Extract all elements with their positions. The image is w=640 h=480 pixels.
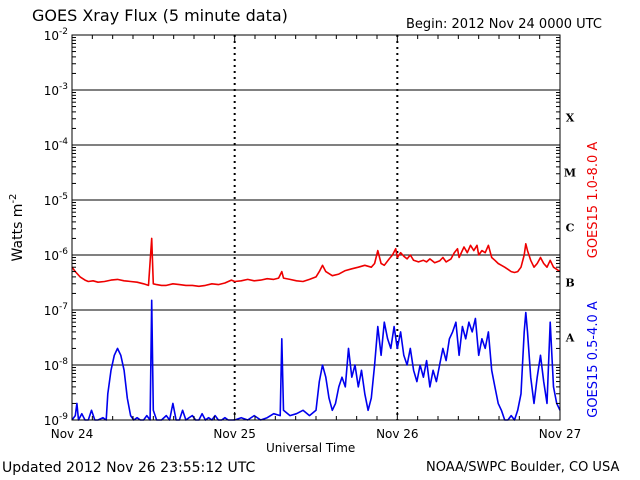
series-line-1 (71, 299, 561, 421)
x-tick-label: Nov 26 (376, 427, 419, 441)
x-tick-label: Nov 24 (51, 427, 94, 441)
y-tick-label: 10-5 (44, 192, 68, 208)
y-axis-label: Watts m-2 (8, 194, 26, 262)
credit-text: NOAA/SWPC Boulder, CO USA (426, 460, 620, 475)
legend-label-0: GOES15 1.0-8.0 A (586, 142, 601, 259)
x-axis-label: Universal Time (266, 441, 356, 455)
flare-class-label: M (564, 167, 576, 180)
plot-frame (71, 34, 561, 421)
y-tick-label: 10-7 (44, 302, 68, 318)
y-tick-label: 10-8 (44, 357, 69, 373)
begin-time: Begin: 2012 Nov 24 0000 UTC (406, 17, 602, 32)
y-tick-label: 10-6 (44, 247, 69, 263)
flare-class-label: C (566, 222, 575, 235)
y-tick-label: 10-4 (44, 137, 69, 153)
flare-class-label: A (565, 332, 575, 345)
series-line-0 (71, 237, 561, 288)
flare-class-label: X (566, 112, 575, 125)
chart-title: GOES Xray Flux (5 minute data) (32, 6, 288, 25)
legend-label-1: GOES15 0.5-4.0 A (586, 301, 601, 418)
updated-timestamp: Updated 2012 Nov 26 23:55:12 UTC (2, 460, 256, 476)
y-tick-label: 10-2 (44, 27, 68, 43)
flare-class-label: B (565, 277, 574, 290)
x-tick-label: Nov 27 (539, 427, 582, 441)
y-tick-label: 10-9 (44, 412, 69, 428)
y-tick-label: 10-3 (44, 82, 68, 98)
x-tick-label: Nov 25 (213, 427, 256, 441)
